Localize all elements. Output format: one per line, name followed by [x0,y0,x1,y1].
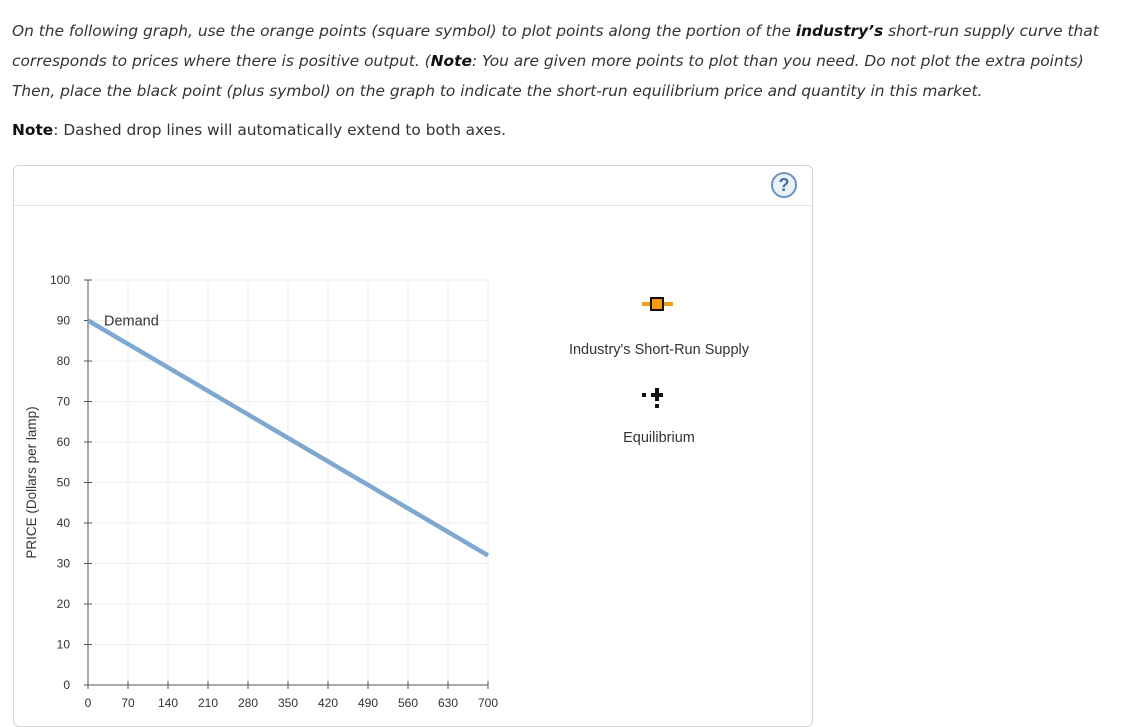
x-tick-label: 280 [238,696,258,710]
legend-equilibrium-dot-bottom [655,404,659,408]
supply-demand-chart[interactable]: 0 10 20 30 40 50 60 70 80 90 100 0 70 140 210 280 350 420… [14,166,812,726]
y-tick-label: 100 [50,273,70,287]
x-tick-label: 0 [85,696,92,710]
y-tick-label: 30 [57,557,71,571]
demand-curve-label: Demand [104,314,159,330]
y-tick-label: 10 [57,638,71,652]
y-tick-label: 80 [57,354,71,368]
instructions-bold-industry: industry’s [795,22,884,40]
x-tick-label: 350 [278,696,298,710]
graph-panel-header: ? [14,166,812,206]
demand-curve[interactable] [86,318,490,558]
drop-lines-note: Note: Dashed drop lines will automatical… [12,121,506,139]
instructions-bold-note: Note [430,52,472,70]
chart-series: Demand [86,314,490,558]
x-tick-label: 140 [158,696,178,710]
legend-supply-label: Industry's Short-Run Supply [568,342,750,358]
legend-equilibrium-dot-left [642,393,646,397]
legend-equilibrium-label: Equilibrium [623,430,695,446]
x-tick-label: 70 [121,696,135,710]
x-tick-label: 210 [198,696,218,710]
y-tick-label: 70 [57,395,71,409]
y-tick-label: 20 [57,597,71,611]
x-tick-label: 560 [398,696,418,710]
note-label: Note [12,121,54,139]
chart-legend[interactable] [642,297,673,408]
y-tick-label: 50 [57,476,71,490]
black-plus-point-icon-vertical[interactable] [655,388,659,401]
x-tick-label: 630 [438,696,458,710]
instructions-text: On the following graph, use the orange p… [12,16,1122,106]
y-axis-title: PRICE (Dollars per lamp) [24,406,39,558]
note-text: : Dashed drop lines will automatically e… [53,121,507,139]
instructions-part-3: : You are given more points to plot than… [12,52,1084,100]
chart-grid [88,279,489,685]
x-tick-label: 490 [358,696,378,710]
y-tick-label: 40 [57,516,71,530]
graph-panel: ? 0 10 20 30 40 50 60 70 80 90 100 0 70 140 210 280 350 4… [13,165,813,727]
instructions-part-1: On the following graph, use the orange p… [12,22,796,40]
x-tick-label: 700 [478,696,498,710]
y-tick-label: 60 [57,435,71,449]
y-tick-label: 0 [63,678,70,692]
instructions-part-2: short-run supply curve that corresponds … [12,22,1099,70]
x-tick-label: 420 [318,696,338,710]
help-question-icon[interactable]: ? [771,172,797,198]
chart-axes: 0 10 20 30 40 50 60 70 80 90 100 0 70 140 210 280 350 420… [24,273,498,710]
orange-square-point-icon[interactable] [650,297,664,311]
y-tick-label: 90 [57,314,71,328]
